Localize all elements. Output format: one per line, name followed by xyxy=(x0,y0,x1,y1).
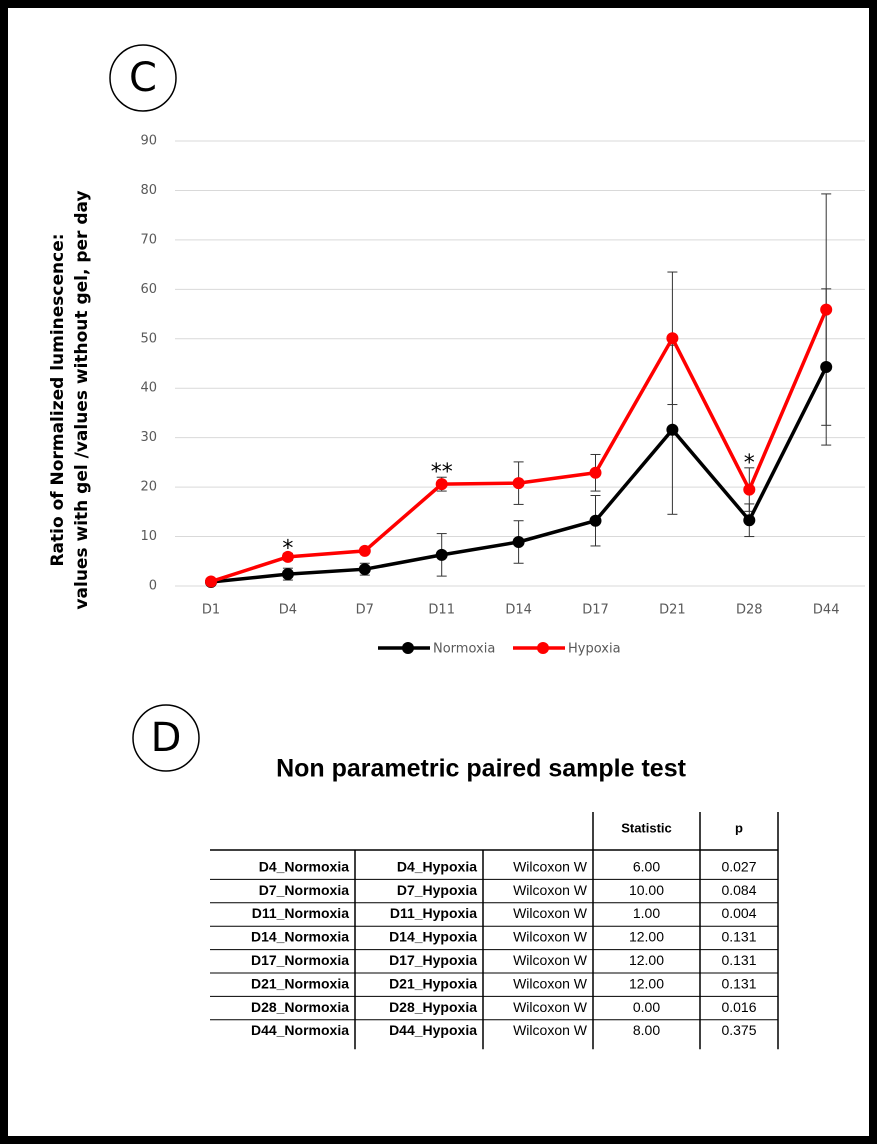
y-tick-label: 10 xyxy=(140,529,157,544)
significance-label: * xyxy=(744,451,755,476)
x-tick-label: D11 xyxy=(428,603,455,618)
table-cell: Wilcoxon W xyxy=(513,952,588,968)
data-point xyxy=(820,303,833,316)
table-cell: D17_Normoxia xyxy=(251,952,349,968)
x-tick-label: D14 xyxy=(505,603,532,618)
legend-label: Normoxia xyxy=(433,642,495,657)
table-cell: 12.00 xyxy=(629,929,664,945)
table-cell: Wilcoxon W xyxy=(513,999,588,1015)
y-axis-label: Ratio of Normalized luminescence: xyxy=(48,233,68,566)
table-cell: 0.131 xyxy=(721,929,756,945)
y-tick-label: 70 xyxy=(140,232,157,247)
data-point xyxy=(281,568,294,581)
table-cell: 0.375 xyxy=(721,1022,756,1038)
table-cell: 1.00 xyxy=(633,905,660,921)
panel-circle xyxy=(132,704,200,772)
y-tick-label: 0 xyxy=(149,579,157,594)
table-header: p xyxy=(735,820,743,835)
table-cell: Wilcoxon W xyxy=(513,905,588,921)
data-point xyxy=(358,563,371,576)
table-cell: 0.027 xyxy=(721,858,756,874)
table-cell: Wilcoxon W xyxy=(513,882,588,898)
table-cell: 0.131 xyxy=(721,975,756,991)
significance-label: ** xyxy=(431,460,453,485)
data-point xyxy=(666,332,679,345)
x-tick-label: D4 xyxy=(279,603,297,618)
table-cell: 0.00 xyxy=(633,999,660,1015)
data-point xyxy=(743,483,756,496)
y-tick-label: 90 xyxy=(140,134,157,149)
y-axis-label: values with gel /values without gel, per… xyxy=(72,190,92,609)
table-cell: D7_Normoxia xyxy=(259,882,349,898)
table-cell: 0.131 xyxy=(721,952,756,968)
table-cell: D14_Normoxia xyxy=(251,929,349,945)
y-tick-label: 60 xyxy=(140,282,157,297)
table-cell: 0.016 xyxy=(721,999,756,1015)
significance-label: * xyxy=(282,536,293,561)
panel-label: C xyxy=(129,55,157,101)
legend-label: Hypoxia xyxy=(568,642,621,657)
y-tick-label: 80 xyxy=(140,183,157,198)
data-point xyxy=(435,478,448,491)
table-cell: D21_Normoxia xyxy=(251,975,349,991)
y-tick-label: 40 xyxy=(140,381,157,396)
table-cell: Wilcoxon W xyxy=(513,858,588,874)
table-cell: 0.004 xyxy=(721,905,756,921)
table-cell: D17_Hypoxia xyxy=(389,952,477,968)
x-tick-label: D7 xyxy=(356,603,374,618)
y-tick-label: 30 xyxy=(140,430,157,445)
x-tick-label: D1 xyxy=(202,603,220,618)
panel-label: D xyxy=(151,715,182,761)
table-cell: 10.00 xyxy=(629,882,664,898)
data-point xyxy=(358,544,371,557)
data-point xyxy=(820,360,833,373)
table-cell: D44_Hypoxia xyxy=(389,1022,477,1038)
data-point xyxy=(281,550,294,563)
table-cell: 0.084 xyxy=(721,882,756,898)
data-point xyxy=(435,548,448,561)
table-cell: D44_Normoxia xyxy=(251,1022,349,1038)
table-cell: D28_Normoxia xyxy=(251,999,349,1015)
table-cell: D21_Hypoxia xyxy=(389,975,477,991)
x-tick-label: D17 xyxy=(582,603,609,618)
legend-marker xyxy=(402,642,414,654)
data-point xyxy=(743,514,756,527)
table-cell: 12.00 xyxy=(629,952,664,968)
data-point xyxy=(589,514,602,527)
y-tick-label: 50 xyxy=(140,331,157,346)
table-cell: Wilcoxon W xyxy=(513,929,588,945)
legend-marker xyxy=(537,642,549,654)
table-cell: D11_Hypoxia xyxy=(390,905,477,921)
table-cell: D7_Hypoxia xyxy=(397,882,477,898)
table-cell: 8.00 xyxy=(633,1022,660,1038)
table-cell: D28_Hypoxia xyxy=(389,999,477,1015)
table-header: Statistic xyxy=(621,820,672,835)
table-cell: D11_Normoxia xyxy=(252,905,349,921)
x-tick-label: D21 xyxy=(659,603,686,618)
table-cell: D4_Normoxia xyxy=(259,858,349,874)
table-cell: 12.00 xyxy=(629,975,664,991)
y-tick-label: 20 xyxy=(140,480,157,495)
data-point xyxy=(205,575,217,588)
table-cell: D4_Hypoxia xyxy=(397,858,477,874)
table-cell: Wilcoxon W xyxy=(513,1022,588,1038)
data-point xyxy=(666,423,679,436)
data-point xyxy=(512,477,525,490)
panel-circle xyxy=(109,44,177,112)
table-cell: Wilcoxon W xyxy=(513,975,588,991)
data-point xyxy=(589,466,602,479)
x-tick-label: D28 xyxy=(736,603,763,618)
data-point xyxy=(512,535,525,548)
table-cell: D14_Hypoxia xyxy=(389,929,477,945)
table-title: Non parametric paired sample test xyxy=(276,755,687,783)
x-tick-label: D44 xyxy=(813,603,840,618)
table-cell: 6.00 xyxy=(633,858,660,874)
